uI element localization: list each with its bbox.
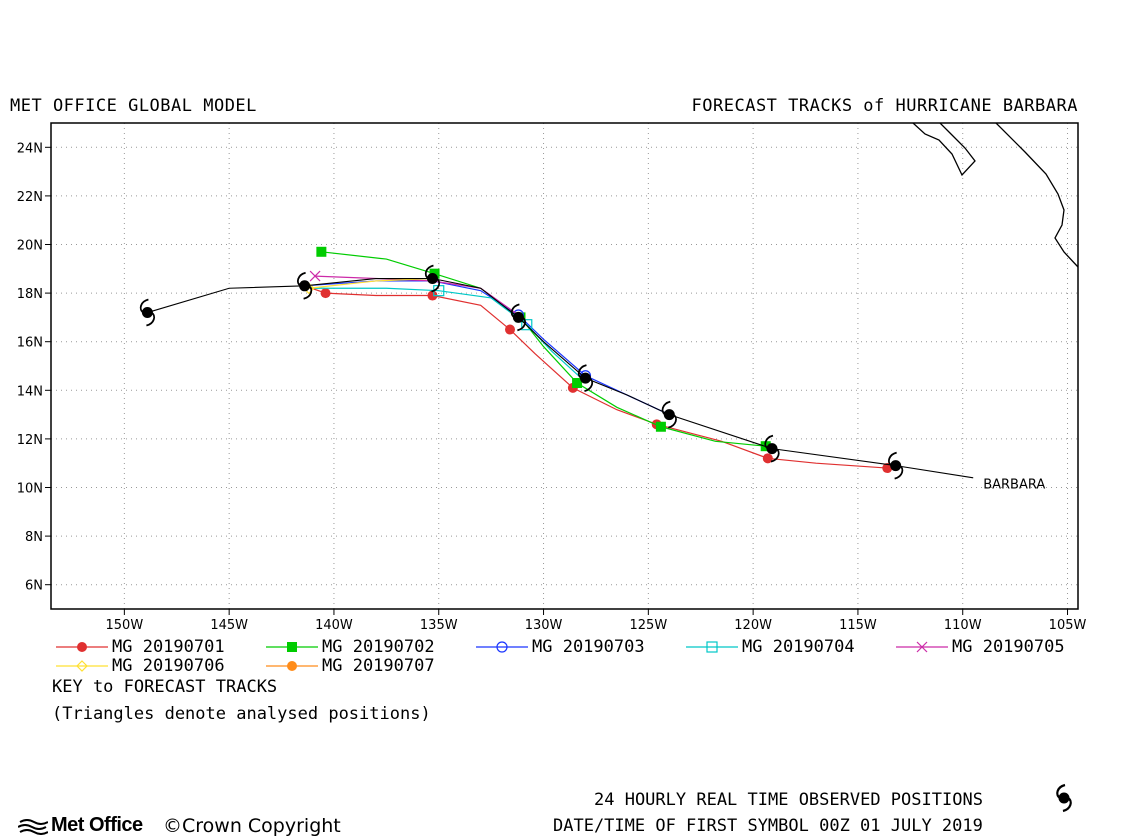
met-office-logo-icon bbox=[17, 818, 49, 835]
legend-marker-icon bbox=[56, 660, 108, 672]
legend-marker bbox=[287, 642, 297, 652]
series-point bbox=[882, 463, 893, 474]
axis-ticks: 150W 145W 140W 135W 130W 125W 120W 115W 110W 105W… bbox=[17, 141, 1087, 633]
series-line bbox=[304, 280, 670, 416]
observed-track bbox=[139, 264, 974, 480]
y-tick-label: 10N bbox=[17, 482, 43, 497]
legend-marker bbox=[916, 641, 928, 653]
series-point bbox=[316, 246, 327, 257]
x-tick-label: 115W bbox=[839, 618, 877, 633]
x-tick-label: 110W bbox=[944, 618, 982, 633]
series-point bbox=[505, 324, 516, 335]
legend-marker bbox=[706, 641, 718, 653]
y-tick-label: 14N bbox=[17, 384, 43, 399]
series-point bbox=[655, 421, 666, 432]
y-tick-label: 22N bbox=[17, 190, 43, 205]
hurricane-icon bbox=[1056, 783, 1072, 813]
x-tick-label: 125W bbox=[630, 618, 668, 633]
series-point bbox=[427, 290, 438, 301]
x-tick-label: 135W bbox=[420, 618, 458, 633]
met-office-logo: Met Office bbox=[17, 814, 143, 837]
legend-marker bbox=[287, 661, 297, 671]
legend-marker-icon bbox=[896, 641, 948, 653]
observed-position-icon bbox=[764, 434, 780, 463]
legend-marker-icon bbox=[56, 642, 108, 652]
gridlines bbox=[51, 123, 1078, 609]
y-tick-label: 16N bbox=[17, 336, 43, 351]
copyright-text: ©Crown Copyright bbox=[163, 815, 341, 837]
x-tick-label: 140W bbox=[315, 618, 353, 633]
x-tick-label: 150W bbox=[106, 618, 144, 633]
series-line bbox=[304, 285, 582, 379]
series-mg-20190704 bbox=[304, 285, 582, 379]
y-tick-label: 18N bbox=[17, 287, 43, 302]
series-point bbox=[572, 378, 583, 389]
observed-position-icon bbox=[510, 303, 527, 332]
legend-label: MG 20190704 bbox=[742, 637, 855, 657]
y-tick-label: 24N bbox=[17, 141, 43, 156]
chart-title: FORECAST TRACKS of HURRICANE BARBARA bbox=[691, 96, 1078, 116]
legend-label: MG 20190701 bbox=[112, 637, 225, 657]
series-mg-20190701 bbox=[304, 285, 893, 474]
series-point bbox=[521, 319, 533, 331]
series-line bbox=[321, 251, 766, 447]
observed-position-icon bbox=[577, 364, 594, 393]
series-point bbox=[309, 270, 321, 282]
series-point bbox=[320, 288, 331, 299]
first-symbol-date: DATE/TIME OF FIRST SYMBOL 00Z 01 JULY 20… bbox=[553, 816, 983, 836]
observed-line bbox=[147, 277, 974, 479]
y-tick-label: 20N bbox=[17, 239, 43, 254]
series-line bbox=[308, 277, 433, 289]
observed-position-icon bbox=[661, 400, 677, 429]
legend-marker-icon bbox=[266, 661, 318, 671]
key-title: KEY to FORECAST TRACKS bbox=[52, 677, 278, 697]
storm-label: BARBARA bbox=[983, 478, 1045, 493]
observed-position-icon bbox=[424, 264, 441, 293]
track-chart: 150W 145W 140W 135W 130W 125W 120W 115W 110W 105W… bbox=[17, 122, 1087, 633]
observed-position-icon bbox=[888, 451, 904, 480]
observed-positions-note: 24 HOURLY REAL TIME OBSERVED POSITIONS bbox=[594, 790, 983, 810]
legend-label: MG 20190705 bbox=[952, 637, 1065, 657]
coastline bbox=[912, 123, 1078, 268]
x-tick-label: 145W bbox=[210, 618, 248, 633]
plot-frame bbox=[50, 122, 1079, 610]
series-mg-20190703 bbox=[304, 280, 670, 416]
legend-label: MG 20190706 bbox=[112, 656, 225, 676]
series-line bbox=[304, 285, 888, 469]
x-tick-label: 120W bbox=[734, 618, 772, 633]
legend-marker-icon bbox=[266, 642, 318, 652]
observed-position-icon bbox=[139, 298, 156, 327]
coastline-mainland bbox=[995, 123, 1078, 268]
legend-label: MG 20190702 bbox=[322, 637, 435, 657]
legend-label: MG 20190707 bbox=[322, 656, 435, 676]
y-tick-label: 8N bbox=[25, 530, 43, 545]
x-tick-label: 105W bbox=[1049, 618, 1087, 633]
legend-label: MG 20190703 bbox=[532, 637, 645, 657]
legend-marker-icon bbox=[686, 641, 738, 653]
legend-marker bbox=[77, 642, 87, 652]
legend-marker bbox=[496, 641, 508, 653]
observed-position-icon bbox=[296, 271, 313, 300]
logo-text: Met Office bbox=[51, 814, 143, 836]
series-point bbox=[762, 453, 773, 464]
y-tick-label: 6N bbox=[25, 579, 43, 594]
model-title: MET OFFICE GLOBAL MODEL bbox=[10, 96, 257, 116]
y-tick-label: 12N bbox=[17, 433, 43, 448]
legend-marker bbox=[76, 660, 88, 672]
x-tick-label: 130W bbox=[525, 618, 563, 633]
legend-marker-icon bbox=[476, 641, 528, 653]
coastline-baja bbox=[912, 123, 976, 177]
key-note: (Triangles denote analysed positions) bbox=[52, 704, 431, 724]
